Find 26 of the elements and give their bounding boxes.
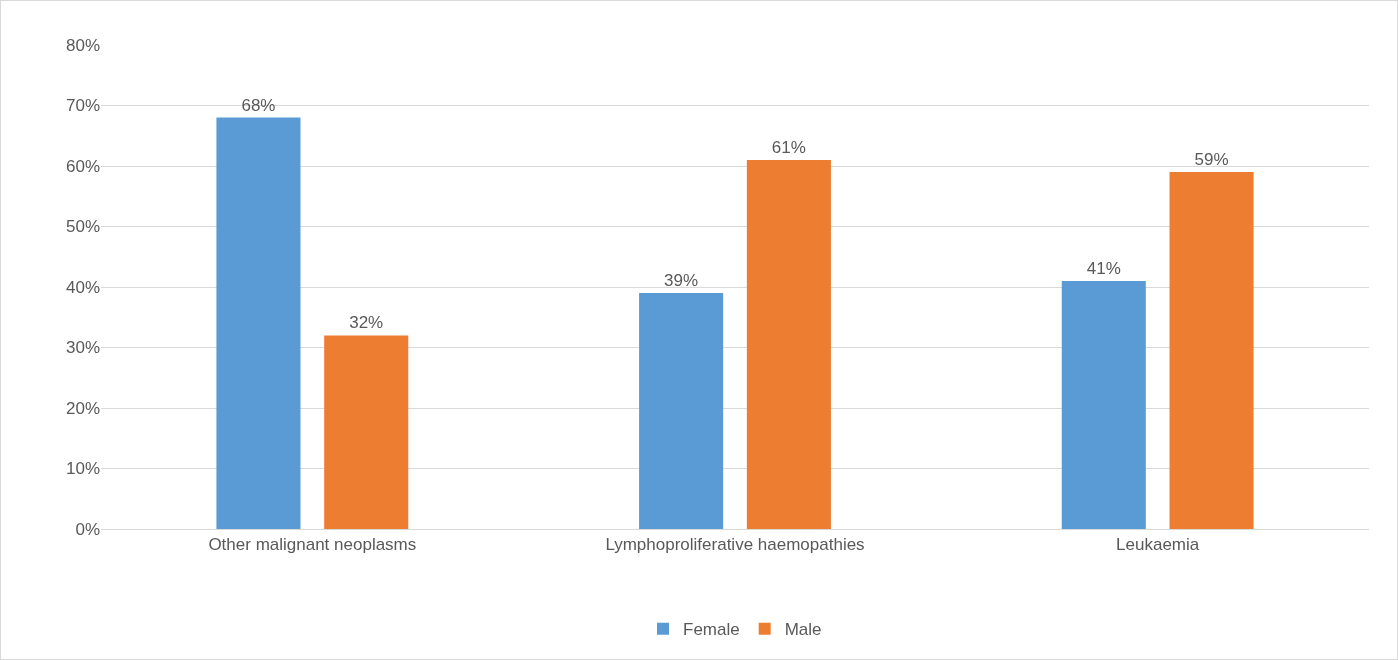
bar <box>1169 172 1254 529</box>
y-tick-label: 50% <box>65 217 100 237</box>
y-tick-label: 20% <box>65 398 100 418</box>
y-tick-label: 0% <box>75 519 100 539</box>
y-tick-label: 40% <box>65 277 100 297</box>
y-tick-label: 10% <box>65 459 100 479</box>
y-tick-label: 80% <box>65 35 100 55</box>
bar <box>324 335 409 529</box>
bar <box>1061 280 1146 529</box>
legend-label: Female <box>683 620 740 640</box>
bar <box>746 159 831 529</box>
y-tick-label: 60% <box>65 156 100 176</box>
data-label: 41% <box>1086 258 1121 278</box>
data-label: 68% <box>241 95 276 115</box>
y-tick-label: 30% <box>65 338 100 358</box>
x-tick-label: Leukaemia <box>1116 535 1200 555</box>
y-tick-label: 70% <box>65 96 100 116</box>
x-tick-label: Lymphoproliferative haemopathies <box>605 535 865 555</box>
bar <box>216 117 301 529</box>
data-label: 32% <box>349 313 384 333</box>
data-label: 39% <box>664 271 699 291</box>
data-label: 61% <box>771 137 806 157</box>
legend-label: Male <box>784 620 822 640</box>
data-label: 59% <box>1194 150 1229 170</box>
x-tick-label: Other malignant neoplasms <box>208 535 417 555</box>
bar <box>639 293 724 529</box>
